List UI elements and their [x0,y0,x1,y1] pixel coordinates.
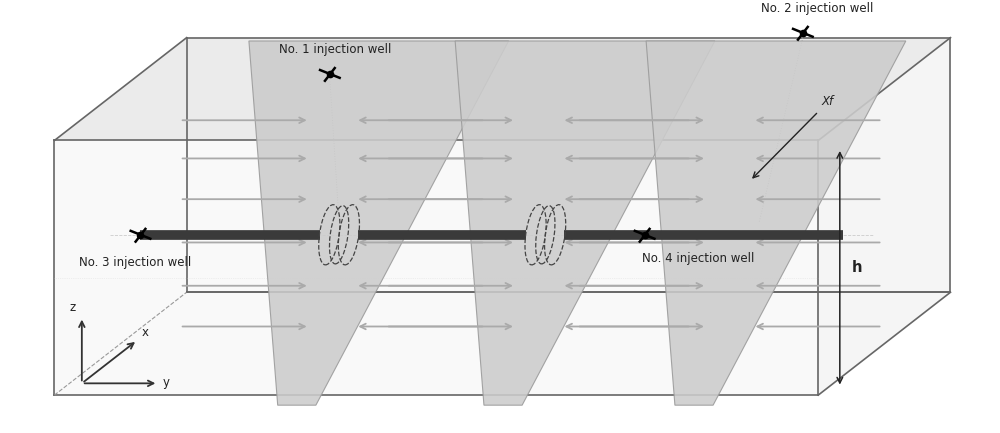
Text: No. 1 injection well: No. 1 injection well [279,43,391,56]
Polygon shape [818,38,950,395]
Text: No. 2 injection well: No. 2 injection well [761,2,874,15]
Text: y: y [163,376,170,389]
Text: x: x [141,326,148,339]
Polygon shape [455,41,715,405]
Polygon shape [249,41,509,405]
Polygon shape [54,140,818,395]
Text: h: h [852,260,862,275]
Text: z: z [69,301,75,314]
Text: No. 4 injection well: No. 4 injection well [642,252,755,265]
Polygon shape [646,41,906,405]
Text: Xf: Xf [822,94,834,107]
Polygon shape [54,38,950,140]
Text: No. 3 injection well: No. 3 injection well [79,256,192,269]
